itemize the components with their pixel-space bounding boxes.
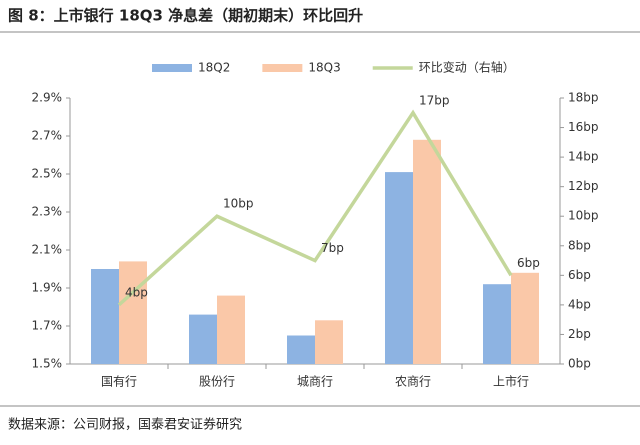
x-tick-label: 国有行 [101,375,137,389]
y2-tick-label: 12bp [568,179,599,193]
bar [315,320,343,364]
y2-tick-label: 10bp [568,209,599,223]
data-label: 7bp [321,241,344,255]
x-tick-label: 农商行 [395,374,431,389]
legend-swatch [152,64,192,72]
bar [511,272,539,364]
y-tick-label: 2.1% [32,243,63,257]
bar [385,172,413,364]
y2-tick-label: 18bp [568,91,599,105]
y2-tick-label: 8bp [568,238,591,252]
bar [483,284,511,364]
x-tick-label: 股份行 [199,375,235,389]
line [117,109,513,307]
y2-tick-label: 6bp [568,268,591,282]
y2-tick-label: 0bp [568,357,591,371]
data-label: 10bp [223,197,254,211]
bar [217,295,245,364]
y2-tick-label: 16bp [568,120,599,134]
y-tick-label: 2.5% [32,167,63,181]
y2-tick-label: 2bp [568,327,591,341]
bar [119,261,147,364]
bar [189,314,217,364]
x-tick-label: 上市行 [493,374,529,389]
y-tick-label: 1.7% [32,319,63,333]
bar [287,335,315,364]
y-tick-label: 1.9% [32,281,63,295]
legend-label: 18Q3 [308,61,340,75]
y-tick-label: 2.3% [32,205,63,219]
y-tick-label: 2.7% [32,129,63,143]
data-label: 6bp [517,256,540,270]
bar [413,139,441,364]
x-tick-label: 城商行 [297,374,333,389]
legend-label: 环比变动（右轴） [419,60,515,75]
y2-tick-label: 4bp [568,297,591,311]
chart-title: 图 8：上市银行 18Q3 净息差（期初期末）环比回升 [8,7,363,25]
y-tick-label: 2.9% [32,91,63,105]
legend-label: 18Q2 [198,61,230,75]
y-tick-label: 1.5% [32,357,63,371]
data-label: 17bp [419,93,450,107]
bar [91,269,119,364]
y2-tick-label: 14bp [568,150,599,164]
legend-swatch [262,64,303,72]
source: 数据来源：公司财报，国泰君安证券研究 [8,417,242,433]
data-label: 4bp [125,285,148,299]
